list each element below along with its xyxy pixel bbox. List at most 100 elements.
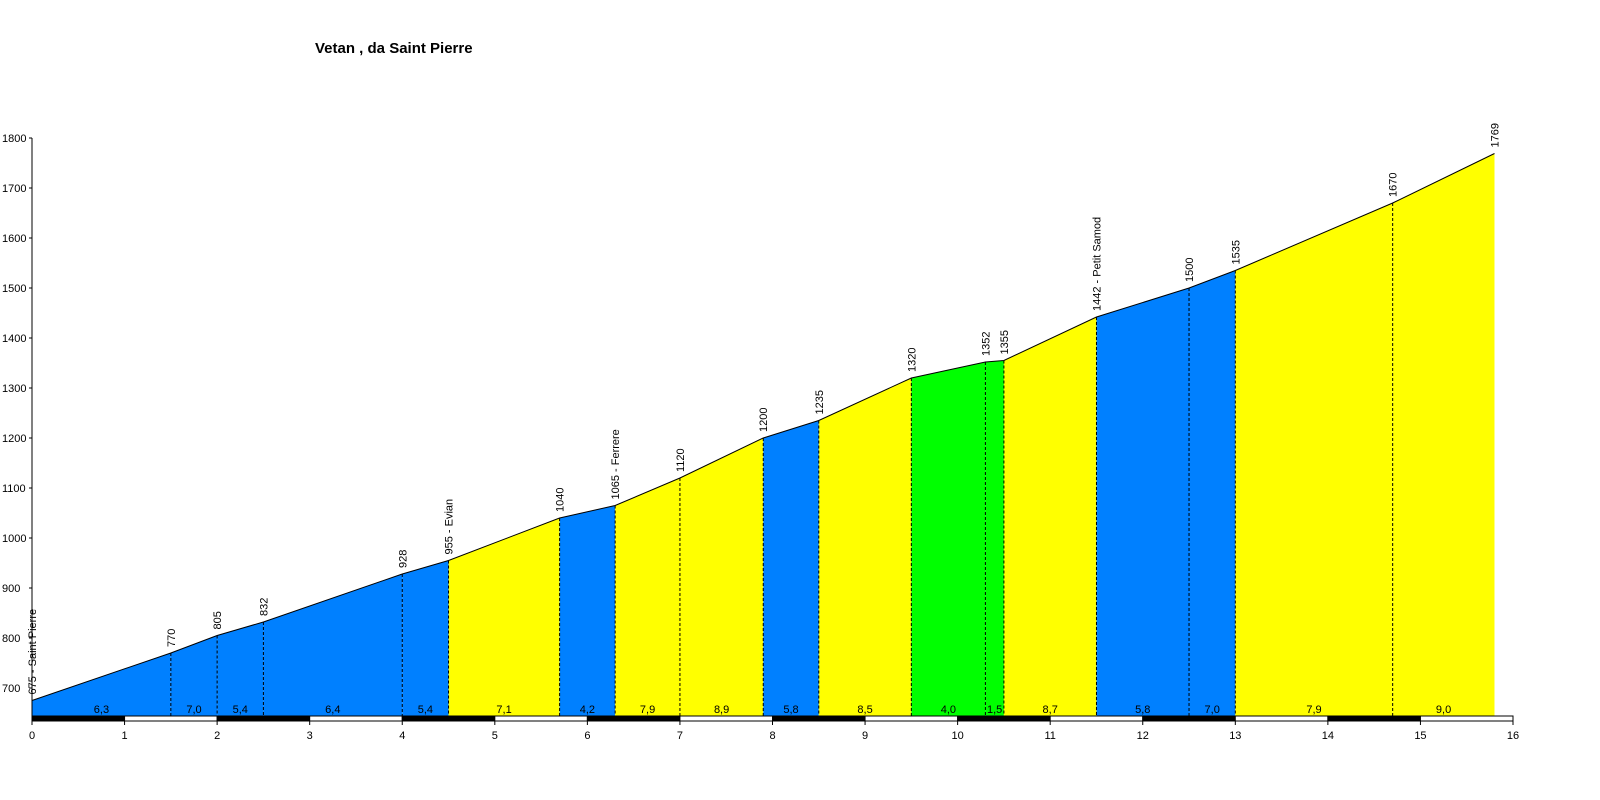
point-label: 1355 <box>999 330 1011 354</box>
segment-area <box>818 378 912 717</box>
point-label: 1320 <box>906 348 918 372</box>
scale-bar <box>401 715 496 722</box>
point-label: 1670 <box>1388 173 1400 197</box>
x-tick-label: 13 <box>1229 730 1241 742</box>
segment-area <box>32 653 171 717</box>
grade-label: 8,5 <box>857 704 872 716</box>
grade-label: 7,9 <box>640 704 655 716</box>
scale-bar <box>309 715 403 722</box>
scale-bar <box>1234 715 1329 722</box>
grade-label: 7,0 <box>186 704 201 716</box>
grade-label: 1,5 <box>987 704 1002 716</box>
point-label: 805 <box>212 611 224 629</box>
segment-area <box>911 362 986 717</box>
grade-label: 5,4 <box>418 704 433 716</box>
scale-bar <box>864 715 959 722</box>
point-label: 1040 <box>555 488 567 512</box>
x-tick-label: 8 <box>769 730 775 742</box>
grade-label: 5,8 <box>783 704 798 716</box>
point-label: 1235 <box>814 390 826 414</box>
scale-bar <box>124 715 218 722</box>
x-tick-label: 7 <box>677 730 683 742</box>
grade-label: 9,0 <box>1436 704 1451 716</box>
point-label: 1352 <box>980 332 992 356</box>
segment-area <box>402 560 449 717</box>
point-label: 1200 <box>758 408 770 432</box>
grade-label: 6,4 <box>325 704 340 716</box>
segment-area <box>985 360 1004 717</box>
point-label: 955 - Evian <box>444 499 456 555</box>
x-tick-label: 14 <box>1322 730 1334 742</box>
x-tick-label: 1 <box>122 730 128 742</box>
y-tick-label: 1000 <box>2 533 26 545</box>
grade-label: 7,9 <box>1306 704 1321 716</box>
point-label: 1442 - Petit Samod <box>1091 217 1103 311</box>
segment-area <box>1235 203 1393 717</box>
grade-label: 7,0 <box>1205 704 1220 716</box>
grade-label: 6,3 <box>94 704 109 716</box>
x-tick-label: 9 <box>862 730 868 742</box>
x-tick-label: 15 <box>1414 730 1426 742</box>
y-tick-label: 700 <box>2 683 20 695</box>
x-tick-label: 0 <box>29 730 35 742</box>
scale-bar <box>772 715 866 722</box>
grade-label: 4,0 <box>941 704 956 716</box>
y-tick-label: 1600 <box>2 233 26 245</box>
segment-area <box>679 438 764 717</box>
x-tick-label: 10 <box>952 730 964 742</box>
grade-label: 5,8 <box>1135 704 1150 716</box>
x-tick-label: 12 <box>1137 730 1149 742</box>
x-tick-label: 16 <box>1507 730 1519 742</box>
scale-bar <box>1049 715 1144 722</box>
y-tick-label: 1700 <box>2 183 26 195</box>
scale-bar <box>586 715 681 722</box>
segment-area <box>615 478 680 717</box>
x-tick-label: 6 <box>584 730 590 742</box>
y-tick-label: 1300 <box>2 383 26 395</box>
point-label: 1769 <box>1489 123 1501 147</box>
segment-area <box>448 518 560 717</box>
x-tick-label: 4 <box>399 730 405 742</box>
segment-area <box>263 574 403 717</box>
point-label: 675 - Saint Pierre <box>27 609 39 695</box>
y-tick-label: 1400 <box>2 333 26 345</box>
scale-bar <box>1419 715 1514 722</box>
segment-area <box>763 420 819 717</box>
point-label: 1535 <box>1230 240 1242 264</box>
segment-area <box>1096 288 1190 717</box>
scale-bar <box>1142 715 1236 722</box>
y-tick-label: 1200 <box>2 433 26 445</box>
segment-area <box>1189 270 1236 717</box>
grade-label: 4,2 <box>580 704 595 716</box>
point-label: 928 <box>397 550 409 568</box>
point-label: 1500 <box>1184 258 1196 282</box>
segment-area <box>559 505 616 717</box>
scale-bar <box>216 715 311 722</box>
scale-bar <box>494 715 588 722</box>
scale-bar <box>31 715 126 722</box>
scale-bar <box>957 715 1051 722</box>
y-tick-label: 800 <box>2 633 20 645</box>
grade-label: 5,4 <box>233 704 248 716</box>
y-tick-label: 900 <box>2 583 20 595</box>
x-tick-label: 11 <box>1044 730 1055 742</box>
segment-area <box>1003 317 1097 717</box>
grade-label: 7,1 <box>496 704 511 716</box>
y-tick-label: 1800 <box>2 133 26 145</box>
y-tick-label: 1100 <box>2 483 26 495</box>
scale-bar <box>679 715 773 722</box>
x-tick-label: 5 <box>492 730 498 742</box>
scale-bar <box>1327 715 1421 722</box>
x-tick-label: 3 <box>307 730 313 742</box>
profile-line <box>31 153 1495 701</box>
point-label: 1065 - Ferrere <box>610 429 622 499</box>
grade-label: 8,7 <box>1043 704 1058 716</box>
y-tick-label: 1500 <box>2 283 26 295</box>
point-label: 770 <box>166 629 178 647</box>
point-label: 832 <box>258 598 270 616</box>
segment-area <box>217 622 264 717</box>
chart-title: Vetan , da Saint Pierre <box>315 40 473 57</box>
segment-area <box>1392 153 1495 717</box>
segment-area <box>170 635 218 717</box>
